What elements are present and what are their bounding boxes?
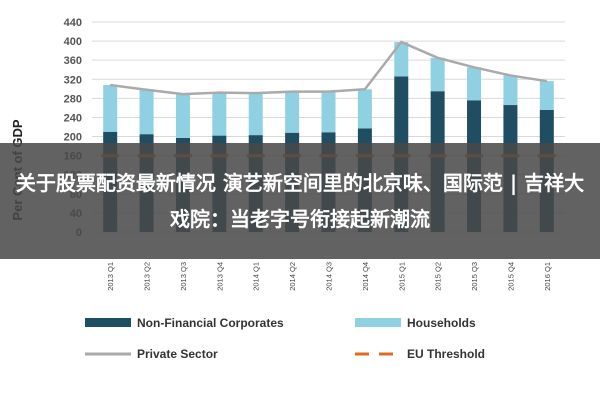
- x-tick-label: 2013 Q1: [106, 262, 115, 291]
- legend-non-financial-corporates-swatch: [85, 318, 131, 327]
- x-tick-label: 2015 Q1: [397, 262, 406, 291]
- y-tick-label: 280: [64, 93, 82, 105]
- x-tick-label: 2014 Q4: [361, 262, 370, 291]
- legend: Non-Financial Corporates Households Privat…: [85, 316, 485, 361]
- bar-households: [321, 91, 336, 133]
- bar-households: [175, 94, 190, 138]
- legend-eu-threshold-label: EU Threshold: [407, 347, 485, 361]
- y-tick-label: 440: [64, 17, 82, 29]
- legend-non-financial-corporates-label: Non-Financial Corporates: [137, 316, 284, 330]
- y-tick-label: 320: [64, 74, 82, 86]
- legend-private-sector-label: Private Sector: [137, 347, 218, 361]
- headline-text[interactable]: 关于股票配资最新情况 演艺新空间里的北京味、国际范 | 吉祥大戏院：当老字号衔接…: [15, 171, 585, 231]
- x-axis-ticks: 2013 Q1 2013 Q2 2013 Q3 2013 Q4 2014 Q1 2014 …: [106, 262, 552, 291]
- bar-households: [248, 93, 263, 136]
- bar-households: [503, 75, 518, 106]
- legend-households-swatch: [355, 318, 401, 327]
- x-tick-label: 2015 Q3: [470, 262, 479, 291]
- x-tick-label: 2016 Q1: [543, 262, 552, 291]
- x-tick-label: 2013 Q4: [215, 262, 224, 291]
- bar-households: [467, 67, 482, 101]
- y-tick-label: 400: [64, 36, 82, 48]
- bar-households: [430, 57, 445, 92]
- bar-households: [357, 89, 372, 129]
- bar-households: [139, 89, 154, 135]
- bar-households: [285, 91, 300, 133]
- x-tick-label: 2014 Q3: [325, 262, 334, 291]
- y-tick-label: 200: [64, 132, 82, 144]
- headline-banner[interactable]: 关于股票配资最新情况 演艺新空间里的北京味、国际范 | 吉祥大戏院：当老字号衔接…: [0, 143, 600, 259]
- x-tick-label: 2013 Q3: [179, 262, 188, 291]
- x-tick-label: 2015 Q4: [506, 262, 515, 291]
- legend-households-label: Households: [407, 316, 476, 330]
- line-private-sector: [110, 40, 548, 96]
- bar-households: [539, 81, 554, 110]
- x-tick-label: 2014 Q1: [252, 262, 261, 291]
- x-tick-label: 2015 Q2: [434, 262, 443, 291]
- bar-households: [103, 85, 118, 132]
- y-tick-label: 240: [64, 112, 82, 124]
- bar-households: [212, 92, 227, 136]
- bar-households: [394, 42, 409, 77]
- x-tick-label: 2013 Q2: [143, 262, 152, 291]
- y-tick-label: 360: [64, 55, 82, 67]
- x-tick-label: 2014 Q2: [288, 262, 297, 291]
